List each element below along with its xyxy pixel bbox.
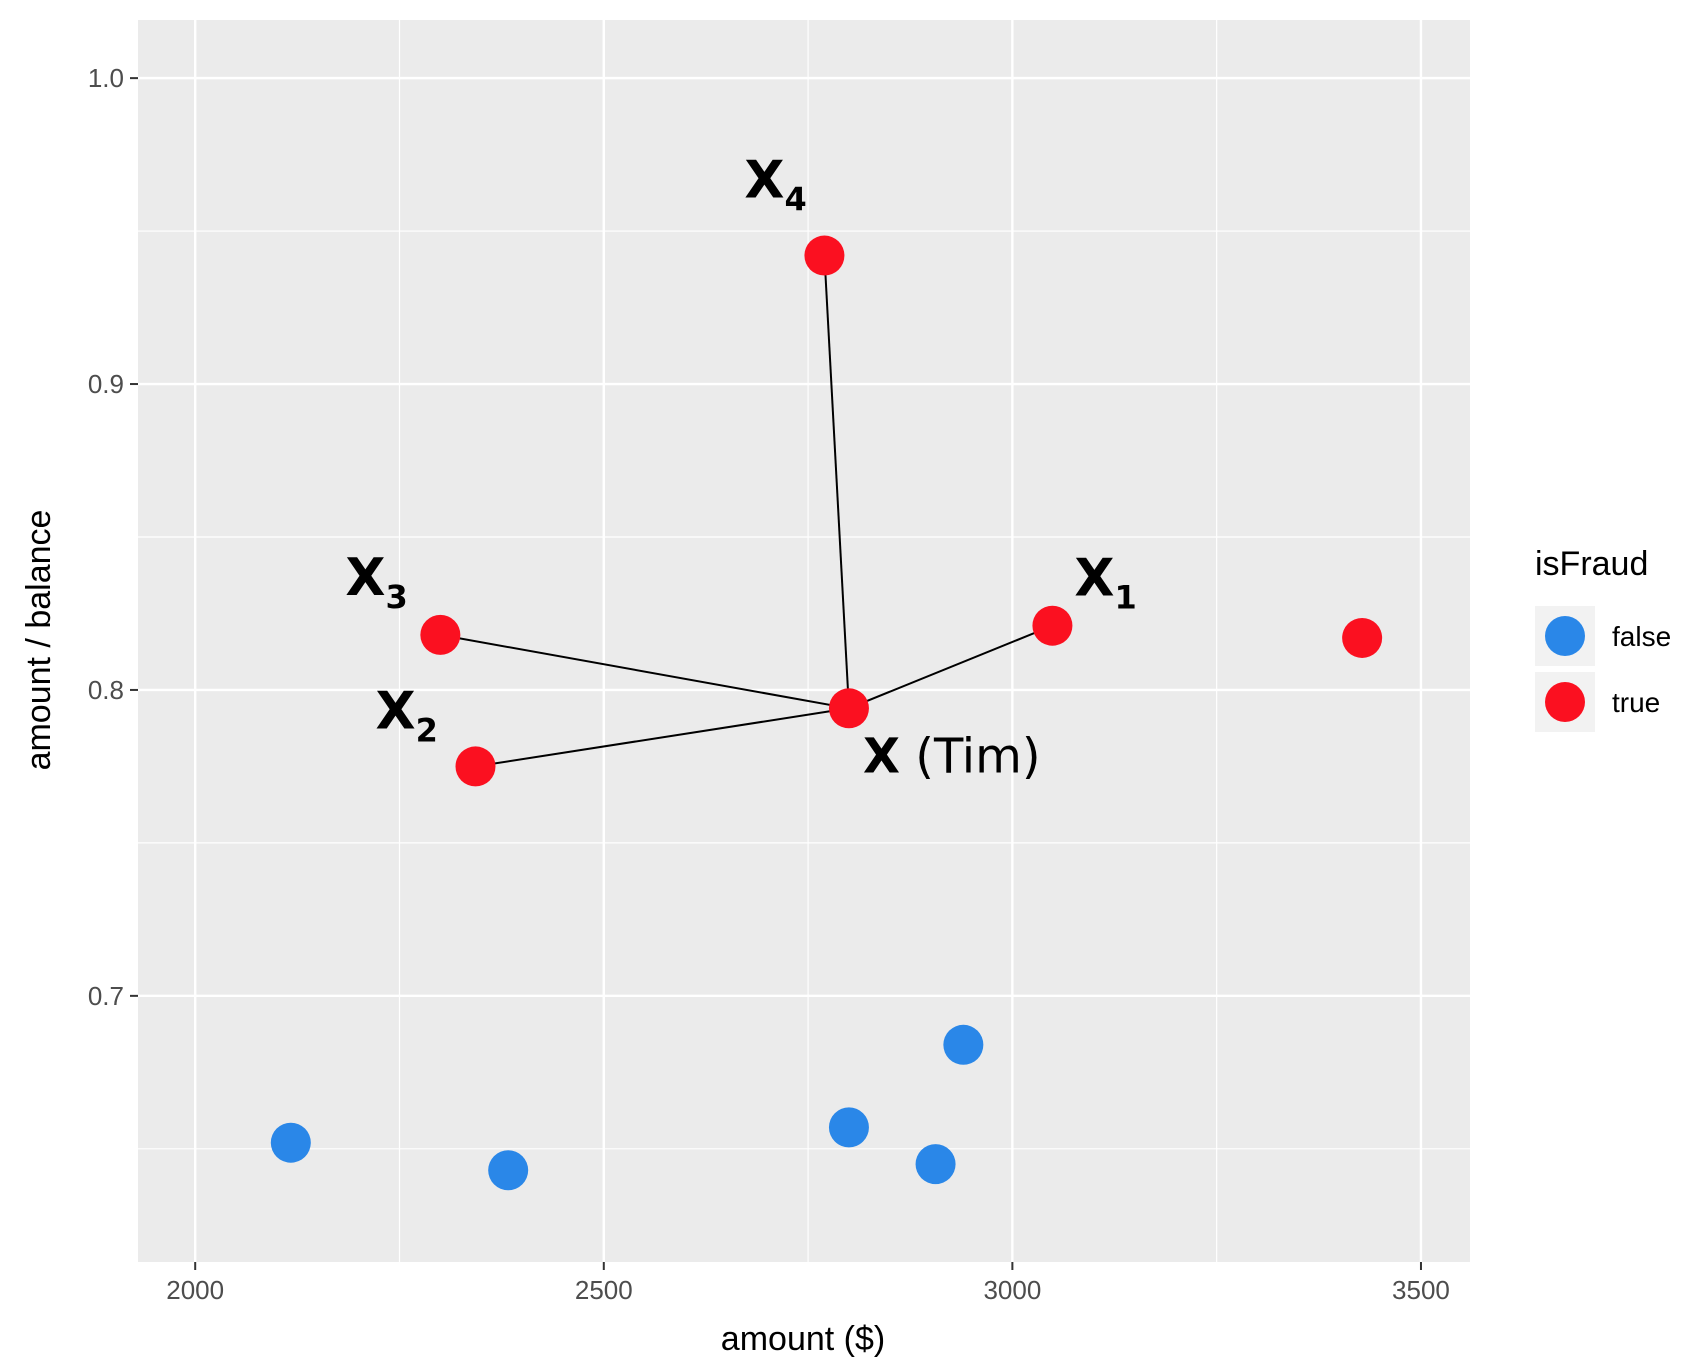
x-tick-label: 2500 [575,1275,633,1305]
neighbor-line [440,633,850,710]
y-tick-label: 0.7 [88,981,124,1011]
legend-title: isFraud [1535,545,1648,583]
y-tick-labels: 0.7 0.8 0.9 1.0 [88,63,124,1011]
x-tick-label: 3500 [1392,1275,1450,1305]
y-tick-label: 1.0 [88,63,124,93]
annotation-label: X4 [744,151,806,219]
neighbor-line [848,624,1053,710]
neighbor-line [475,707,850,768]
y-tick-label: 0.9 [88,369,124,399]
y-axis-title: amount / balance [20,510,58,771]
point-true [804,235,845,276]
annotation-label: X1 [1074,549,1136,617]
point-true [1032,605,1073,646]
point-annotations: X4 X3 X2 X1 X (Tim) [345,151,1136,785]
neighbor-lines [440,255,1053,768]
legend: isFraud false true [1535,545,1671,732]
point-false [488,1150,529,1191]
point-false [270,1122,311,1163]
point-true [1342,617,1383,658]
legend-label-false: false [1612,621,1671,652]
legend-keys: false true [1535,606,1671,732]
point-false [943,1024,984,1065]
y-tick-label: 0.8 [88,675,124,705]
data-points [270,235,1383,1191]
annotation-label: X2 [375,681,437,749]
neighbor-line [823,255,850,709]
x-axis-title: amount ($) [721,1320,885,1358]
legend-key-true [1545,682,1585,722]
axis-ticks [130,77,1422,1270]
annotation-label: X3 [345,548,407,616]
legend-label-true: true [1612,687,1660,718]
point-true [828,688,869,729]
point-true [420,614,461,655]
plot-panel [138,20,1470,1262]
x-tick-label: 3000 [983,1275,1041,1305]
minor-gridlines [138,20,1470,1262]
point-true [455,746,496,787]
annotation-label: X (Tim) [863,728,1041,784]
x-tick-labels: 2000 2500 3000 3500 [166,1275,1450,1305]
point-false [915,1144,956,1185]
point-false [828,1107,869,1148]
legend-key-false [1545,616,1585,656]
x-tick-label: 2000 [166,1275,224,1305]
